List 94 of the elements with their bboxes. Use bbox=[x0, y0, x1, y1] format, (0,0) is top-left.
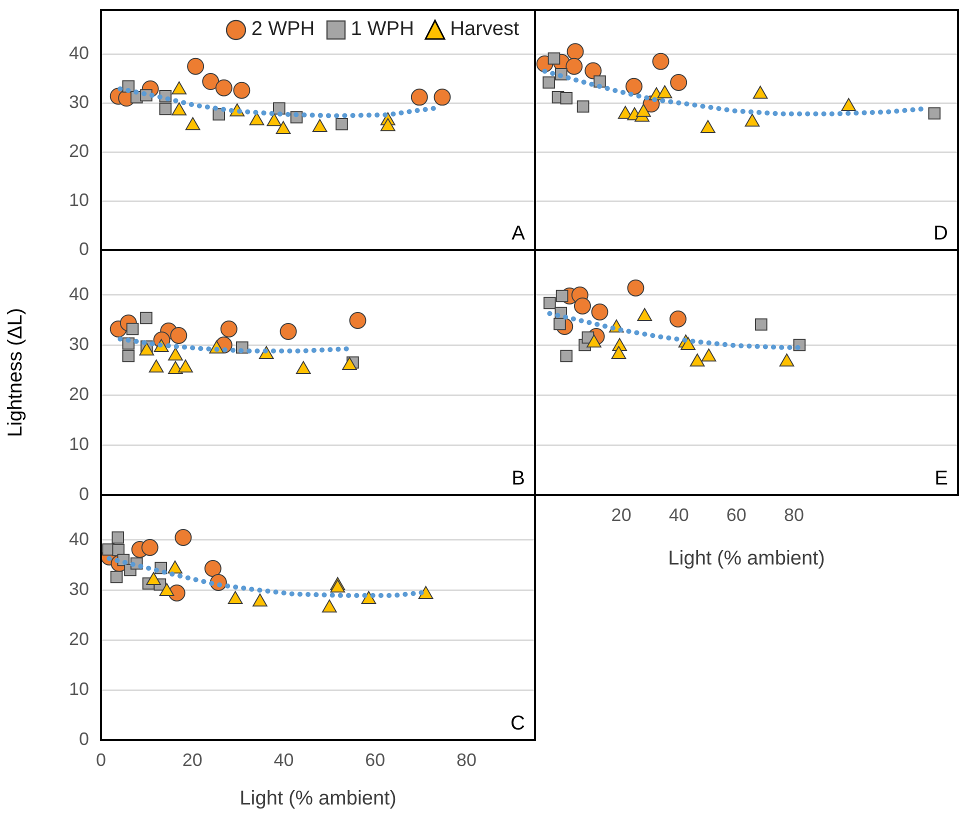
point bbox=[249, 112, 264, 126]
point bbox=[336, 118, 348, 130]
y-tick-label: 20 bbox=[68, 141, 89, 162]
x-tick-label: 20 bbox=[611, 504, 632, 525]
point bbox=[657, 85, 672, 98]
y-tick-label: 20 bbox=[68, 384, 89, 404]
x-tick-label: 60 bbox=[365, 750, 386, 770]
annotation: D bbox=[934, 222, 948, 245]
point bbox=[670, 74, 688, 91]
point bbox=[690, 354, 705, 366]
point bbox=[112, 531, 124, 544]
x-axis-title: Light (% ambient) bbox=[668, 548, 825, 570]
point bbox=[168, 560, 182, 574]
point bbox=[252, 594, 268, 606]
y-tick-label: 30 bbox=[68, 334, 89, 354]
y-tick-label: 40 bbox=[68, 284, 89, 304]
point bbox=[146, 572, 161, 585]
y-axis-title: Lightness (ΔL) bbox=[4, 308, 27, 437]
y-tick-label: 10 bbox=[68, 678, 89, 699]
point bbox=[544, 296, 556, 310]
point bbox=[172, 102, 187, 116]
point bbox=[586, 334, 602, 348]
legend-label: Harvest bbox=[450, 18, 519, 41]
point bbox=[700, 120, 716, 134]
point bbox=[361, 591, 376, 604]
point bbox=[410, 88, 428, 106]
point bbox=[434, 88, 451, 106]
point bbox=[266, 113, 282, 126]
point bbox=[701, 348, 716, 362]
y-tick-label: 0 bbox=[78, 728, 89, 749]
x-tick-label: 80 bbox=[456, 750, 476, 770]
point bbox=[574, 298, 591, 314]
legend-label: 2 WPH bbox=[251, 18, 315, 41]
point bbox=[330, 580, 346, 592]
x-tick-label: 60 bbox=[726, 504, 746, 525]
point bbox=[744, 114, 760, 127]
y-tick-label: 40 bbox=[68, 528, 89, 549]
y-tick-label: 10 bbox=[68, 190, 89, 210]
point bbox=[233, 82, 250, 99]
point bbox=[112, 544, 125, 556]
x-tick-label: 40 bbox=[668, 504, 689, 525]
y-tick-label: 0 bbox=[78, 238, 89, 259]
point bbox=[204, 560, 222, 577]
annotation: A bbox=[512, 222, 526, 245]
point bbox=[159, 583, 174, 596]
point bbox=[755, 318, 768, 331]
point bbox=[215, 79, 232, 96]
point bbox=[566, 43, 584, 60]
y-tick-label: 30 bbox=[68, 578, 89, 599]
y-tick-label: 10 bbox=[68, 434, 89, 454]
point bbox=[556, 290, 568, 302]
annotation: E bbox=[934, 468, 948, 490]
point bbox=[185, 117, 200, 130]
point bbox=[141, 539, 158, 556]
point bbox=[752, 86, 768, 99]
point bbox=[110, 570, 123, 584]
point bbox=[652, 52, 670, 70]
point bbox=[380, 118, 396, 132]
point bbox=[542, 76, 555, 89]
y-tick-label: 30 bbox=[68, 92, 89, 112]
point bbox=[566, 58, 583, 75]
point bbox=[312, 119, 328, 132]
point bbox=[187, 58, 204, 75]
y-tick-label: 0 bbox=[78, 484, 89, 504]
point bbox=[159, 102, 172, 116]
annotation: B bbox=[512, 468, 525, 490]
legend-label: 1 WPH bbox=[350, 18, 414, 41]
point bbox=[625, 78, 642, 95]
point bbox=[627, 280, 644, 296]
point bbox=[611, 346, 626, 359]
x-tick-label: 0 bbox=[96, 750, 106, 770]
x-tick-label: 40 bbox=[274, 750, 294, 770]
point bbox=[548, 52, 560, 65]
point bbox=[202, 73, 220, 90]
point bbox=[276, 121, 291, 134]
point bbox=[228, 591, 243, 604]
y-tick-label: 40 bbox=[68, 43, 89, 64]
x-tick-label: 20 bbox=[182, 750, 202, 770]
point bbox=[584, 62, 602, 80]
point bbox=[174, 529, 192, 546]
point bbox=[779, 354, 794, 366]
x-axis-title: Light (% ambient) bbox=[240, 788, 396, 810]
point bbox=[418, 586, 434, 599]
x-tick-label: 80 bbox=[784, 504, 804, 525]
point bbox=[841, 98, 856, 111]
point bbox=[636, 104, 651, 117]
point bbox=[670, 310, 687, 328]
y-tick-label: 20 bbox=[68, 628, 89, 649]
point bbox=[591, 304, 608, 320]
point bbox=[680, 337, 696, 350]
point bbox=[322, 600, 337, 612]
point bbox=[576, 100, 590, 113]
annotation: C bbox=[510, 712, 525, 735]
point bbox=[560, 92, 573, 104]
